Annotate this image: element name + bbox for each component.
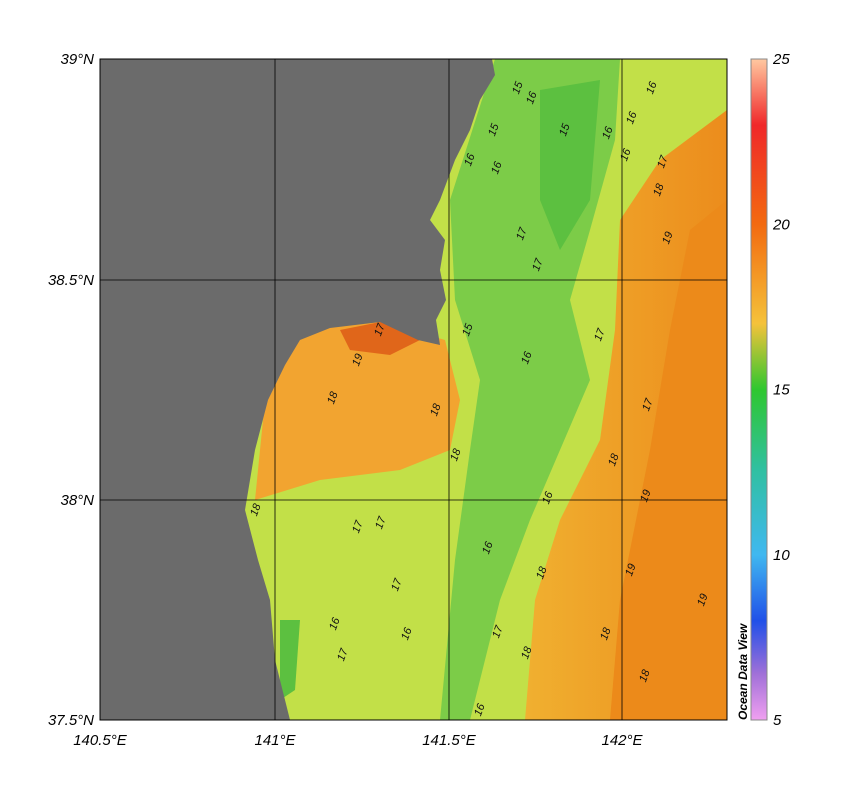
contour-label: 16 [524, 89, 540, 105]
contour-label: 17 [373, 514, 389, 530]
contour-label: 15 [557, 121, 573, 137]
warm-bay [255, 318, 460, 500]
contour-label: 18 [448, 446, 464, 462]
contour-label: 17 [514, 225, 530, 241]
contour-label: 18 [598, 625, 614, 641]
contour-label: 17 [335, 646, 351, 662]
warm-water [610, 200, 727, 720]
contour-label: 17 [592, 326, 608, 342]
colorbar-label: 25 [772, 51, 790, 68]
cool-patch [280, 620, 300, 700]
contour-label: 16 [600, 124, 616, 140]
contour-label: 18 [637, 667, 653, 683]
contour-label: 17 [530, 256, 546, 272]
contour-label: 18 [248, 501, 264, 517]
colorbar-label: 20 [772, 216, 790, 233]
contour-label: 15 [460, 321, 476, 337]
contour-label: 17 [490, 623, 506, 639]
contour-label: 19 [350, 352, 365, 368]
colorbar-label: 10 [773, 547, 790, 564]
lon-label: 142°E [601, 732, 643, 749]
colorbar [750, 58, 768, 721]
contour-label: 16 [472, 701, 488, 717]
contour-label: 16 [462, 151, 478, 167]
lat-label: 39°N [60, 51, 94, 68]
contour-label: 18 [606, 451, 622, 467]
contour-label: 15 [486, 121, 502, 137]
contour-label: 18 [325, 389, 341, 405]
contour-label: 19 [623, 562, 638, 578]
sst-field [100, 59, 727, 720]
contour-label: 18 [651, 181, 667, 197]
contour-label: 18 [534, 564, 550, 580]
contour-label: 19 [638, 488, 653, 504]
contour-label: 16 [644, 79, 660, 95]
contour-label: 18 [519, 644, 535, 660]
land [100, 59, 495, 720]
lat-label: 38°N [60, 492, 94, 509]
contour-label: 15 [510, 79, 526, 95]
contour-label: 16 [624, 109, 640, 125]
contour-label: 17 [350, 518, 366, 534]
lat-label: 37.5°N [48, 712, 94, 729]
brand: Ocean Data View [736, 623, 750, 720]
lon-label: 140.5°E [73, 732, 128, 749]
lat-label: 38.5°N [48, 272, 94, 289]
plot-frame [99, 58, 728, 721]
contour-label: 16 [327, 615, 343, 631]
cool-band [540, 80, 600, 250]
colorbar-label: 5 [773, 712, 782, 729]
colorbar-label: 15 [773, 382, 790, 399]
lon-label: 141.5°E [422, 732, 477, 749]
contour-label: 17 [655, 153, 671, 169]
contour-label: 16 [480, 539, 496, 555]
contour-label: 17 [389, 576, 405, 592]
contour-label: 19 [660, 230, 675, 246]
contour-label: 17 [372, 321, 388, 337]
contour-label: 17 [640, 396, 656, 412]
contour-label: 18 [428, 401, 444, 417]
contour-label: 16 [399, 625, 415, 641]
contour-label: 16 [618, 146, 634, 162]
contour-label: 16 [489, 159, 505, 175]
contour-label: 16 [519, 349, 535, 365]
lon-label: 141°E [254, 732, 296, 749]
contour-label: 16 [540, 489, 556, 505]
contour-label: 19 [695, 592, 710, 608]
